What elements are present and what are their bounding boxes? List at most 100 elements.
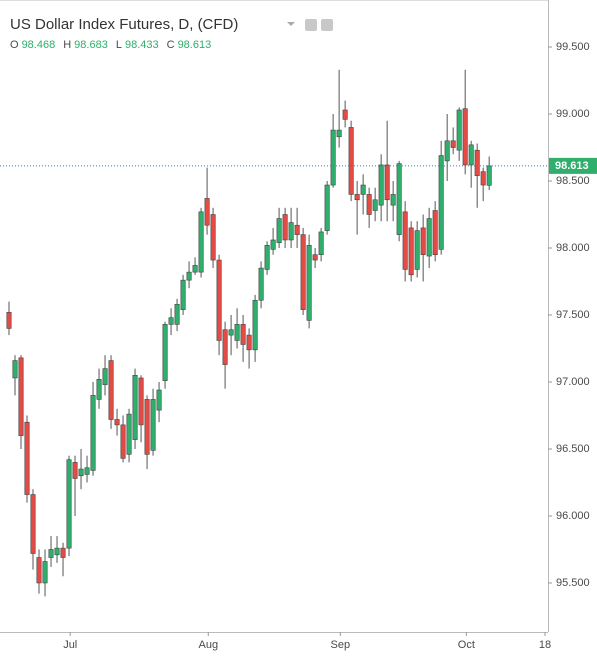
candle-body bbox=[288, 222, 294, 241]
y-tick-label: 96.000 bbox=[556, 510, 590, 522]
y-tick-label: 97.500 bbox=[556, 309, 590, 321]
candle-body bbox=[468, 144, 474, 166]
x-tick-label: 18 bbox=[539, 639, 551, 651]
candle-body bbox=[234, 324, 240, 341]
candle-body bbox=[168, 317, 174, 325]
ohlc-key: H bbox=[63, 39, 71, 51]
ohlc-legend: O 98.468 H 98.683 L 98.433 C 98.613 bbox=[10, 39, 211, 51]
ohlc-key: O bbox=[10, 39, 19, 51]
candle-body bbox=[414, 230, 420, 270]
candle-body bbox=[480, 171, 486, 186]
candle-body bbox=[450, 140, 456, 148]
eye-icon[interactable] bbox=[305, 19, 317, 31]
candle-body bbox=[300, 234, 306, 310]
ohlc-value: 98.683 bbox=[74, 39, 108, 51]
settings-icon[interactable] bbox=[321, 19, 333, 31]
candle-body bbox=[444, 140, 450, 162]
candle-body bbox=[420, 227, 426, 256]
ohlc-value: 98.468 bbox=[22, 39, 56, 51]
candle-body bbox=[84, 467, 90, 475]
candle-body bbox=[366, 194, 372, 215]
candle-body bbox=[48, 549, 54, 558]
candle-body bbox=[204, 198, 210, 226]
candle-body bbox=[402, 211, 408, 270]
candle-body bbox=[78, 468, 84, 477]
candle-body bbox=[6, 312, 12, 329]
candle-body bbox=[432, 210, 438, 256]
candle-body bbox=[426, 218, 432, 257]
candle-body bbox=[282, 214, 288, 241]
candle-body bbox=[228, 329, 234, 336]
candle-body bbox=[378, 164, 384, 206]
candle-body bbox=[336, 129, 342, 138]
candle-body bbox=[384, 164, 390, 201]
chart-title: US Dollar Index Futures, D, (CFD) bbox=[10, 16, 238, 33]
candle-body bbox=[114, 419, 120, 426]
candle-body bbox=[264, 245, 270, 270]
candle-body bbox=[132, 374, 138, 440]
ohlc-value: 98.613 bbox=[178, 39, 212, 51]
y-tick-label: 99.000 bbox=[556, 108, 590, 120]
candle-body bbox=[102, 368, 108, 385]
last-price-label: 98.613 bbox=[555, 160, 589, 172]
candle-body bbox=[222, 329, 228, 365]
candle-body bbox=[252, 299, 258, 351]
x-tick-label: Sep bbox=[331, 639, 351, 651]
candle-body bbox=[120, 424, 126, 459]
x-tick-label: Oct bbox=[458, 639, 475, 651]
candle-body bbox=[408, 227, 414, 276]
candle-body bbox=[108, 360, 114, 420]
candle-body bbox=[474, 149, 480, 176]
candle-body bbox=[90, 395, 96, 471]
candle-body bbox=[276, 218, 282, 243]
candle-body bbox=[396, 163, 402, 235]
candle-body bbox=[192, 265, 198, 273]
candle-body bbox=[96, 379, 102, 400]
candle-body bbox=[30, 494, 36, 554]
y-tick-label: 97.000 bbox=[556, 376, 590, 388]
y-tick-label: 99.500 bbox=[556, 41, 590, 53]
candle-body bbox=[36, 557, 42, 584]
candle-body bbox=[330, 129, 336, 186]
candle-body bbox=[60, 547, 66, 558]
candle-body bbox=[162, 324, 168, 381]
candle-body bbox=[240, 324, 246, 345]
candle-body bbox=[126, 413, 132, 455]
candles bbox=[6, 69, 492, 597]
x-tick-label: Jul bbox=[63, 639, 77, 651]
candle-body bbox=[156, 389, 162, 411]
candle-body bbox=[42, 561, 48, 584]
candle-body bbox=[138, 377, 144, 426]
candle-body bbox=[54, 547, 60, 556]
candle-body bbox=[198, 211, 204, 273]
y-tick-label: 98.000 bbox=[556, 242, 590, 254]
candle-body bbox=[390, 194, 396, 206]
candle-body bbox=[258, 267, 264, 301]
candle-body bbox=[486, 165, 492, 186]
y-tick-label: 95.500 bbox=[556, 577, 590, 589]
candle-body bbox=[174, 303, 180, 325]
candle-body bbox=[342, 109, 348, 120]
candle-body bbox=[306, 245, 312, 321]
dropdown-icon[interactable] bbox=[287, 22, 295, 26]
last-price-box bbox=[549, 157, 597, 174]
candle-body bbox=[150, 399, 156, 451]
candle-body bbox=[270, 239, 276, 250]
candle-body bbox=[186, 271, 192, 281]
y-tick-label: 96.500 bbox=[556, 443, 590, 455]
candle-body bbox=[360, 184, 366, 195]
ohlc-key: L bbox=[116, 39, 122, 51]
candle-body bbox=[348, 127, 354, 195]
ohlc-value: 98.433 bbox=[125, 39, 159, 51]
candle-body bbox=[294, 224, 300, 235]
candle-body bbox=[180, 279, 186, 310]
candle-body bbox=[18, 357, 24, 436]
candle-body bbox=[312, 254, 318, 261]
candle-body bbox=[372, 199, 378, 211]
candle-body bbox=[72, 462, 78, 479]
ohlc-key: C bbox=[167, 39, 175, 51]
candle-body bbox=[324, 184, 330, 231]
candle-body bbox=[144, 399, 150, 455]
